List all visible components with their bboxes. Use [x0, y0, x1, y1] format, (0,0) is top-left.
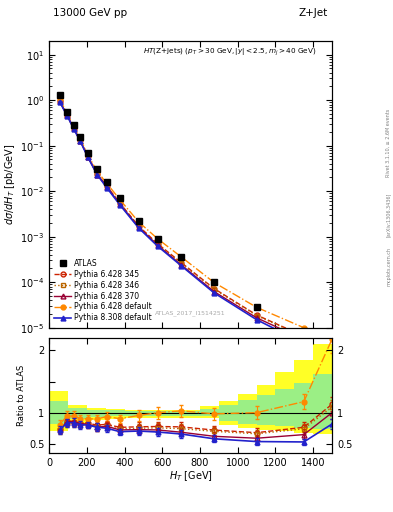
Y-axis label: $d\sigma/dH_T$ [pb/GeV]: $d\sigma/dH_T$ [pb/GeV]: [3, 143, 17, 225]
Legend: ATLAS, Pythia 6.428 345, Pythia 6.428 346, Pythia 6.428 370, Pythia 6.428 defaul: ATLAS, Pythia 6.428 345, Pythia 6.428 34…: [51, 255, 155, 326]
Text: $HT$(Z+jets) $(p_T > 30$ GeV$, |y| < 2.5, m_j > 40$ GeV$)$: $HT$(Z+jets) $(p_T > 30$ GeV$, |y| < 2.5…: [143, 47, 316, 58]
Text: Rivet 3.1.10, ≥ 2.6M events: Rivet 3.1.10, ≥ 2.6M events: [386, 109, 391, 178]
Text: [arXiv:1306.3436]: [arXiv:1306.3436]: [386, 193, 391, 237]
Text: mcplots.cern.ch: mcplots.cern.ch: [386, 247, 391, 286]
Text: 13000 GeV pp: 13000 GeV pp: [53, 8, 127, 18]
Text: ATLAS_2017_I1514251: ATLAS_2017_I1514251: [155, 310, 226, 316]
Text: Z+Jet: Z+Jet: [299, 8, 328, 18]
X-axis label: $H_T$ [GeV]: $H_T$ [GeV]: [169, 470, 213, 483]
Y-axis label: Ratio to ATLAS: Ratio to ATLAS: [17, 365, 26, 426]
